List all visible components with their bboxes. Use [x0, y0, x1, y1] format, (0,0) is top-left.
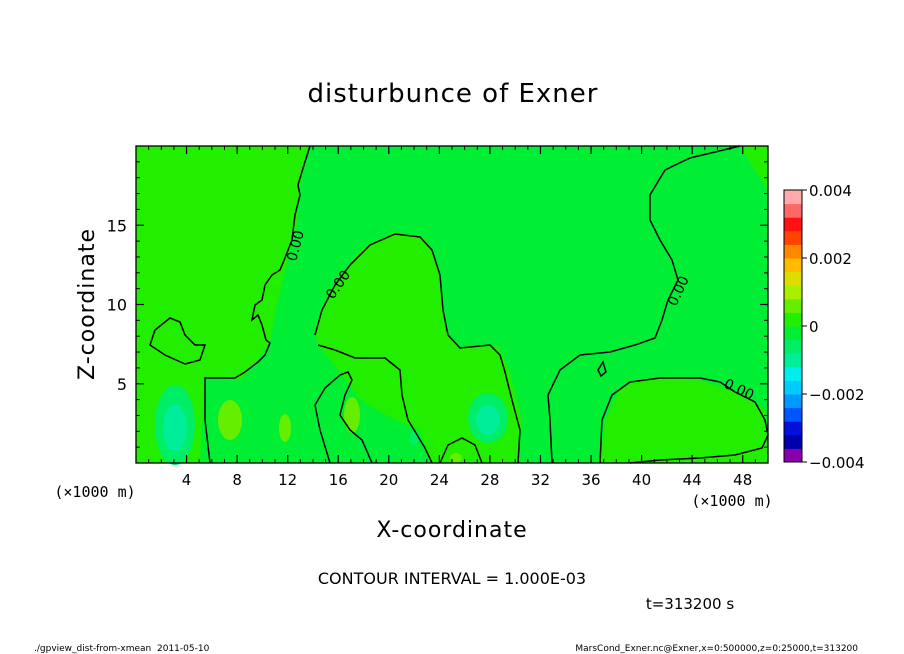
colorbar-segment	[784, 217, 802, 232]
x-tick-label: 28	[480, 471, 499, 489]
colorbar-segment	[784, 407, 802, 422]
blob-cyan-3	[410, 430, 418, 446]
colorbar-segment	[784, 339, 802, 354]
blob-cyan-1b	[163, 404, 187, 452]
x-tick-label: 48	[733, 471, 752, 489]
contour-line-small-loop	[597, 360, 607, 378]
contour-line-bottom-arch	[439, 437, 483, 464]
colorbar-ticks: 0.004 0.002 0 −0.002 −0.004	[802, 182, 865, 472]
colorbar-tick-label: −0.004	[809, 454, 865, 472]
colorbar-segment	[784, 326, 802, 341]
x-axis-ticks: 4 8 12 16 20 24 28 32 36 40 44 48	[148, 146, 756, 489]
chart-title: disturbunce of Exner	[308, 79, 599, 109]
field-region-center	[315, 232, 522, 463]
y-tick-label: 5	[117, 375, 127, 394]
colorbar-tick-label: 0.004	[809, 182, 852, 200]
footer-left: ./gpview_dist-from-xmean 2011-05-10	[34, 644, 210, 654]
colorbar-segment	[784, 380, 802, 395]
field-region-left	[136, 146, 310, 463]
colorbar	[783, 189, 803, 463]
field-region-right	[600, 377, 768, 463]
x-units-label: (×1000 m)	[691, 492, 772, 510]
colorbar-segment	[784, 298, 802, 313]
x-tick-label: 40	[632, 471, 651, 489]
contour-interval-text: CONTOUR INTERVAL = 1.000E-03	[318, 569, 586, 588]
contour-label-1: 0.00	[284, 229, 308, 263]
contour-line-right-loop	[599, 377, 769, 464]
x-axis-label: X-coordinate	[376, 518, 527, 543]
blob-yellow-4	[450, 453, 462, 463]
y-tick-label: 15	[107, 216, 127, 235]
z-units-label: (×1000 m)	[54, 483, 135, 501]
y-axis-ticks: 5 10 15	[107, 161, 768, 448]
colorbar-segment	[784, 190, 802, 205]
contour-line-right-vertical	[547, 145, 741, 464]
colorbar-tick-label: 0	[809, 318, 819, 336]
colorbar-segment	[784, 258, 802, 273]
field-region-top-right	[740, 146, 768, 190]
contour-line-left	[204, 145, 311, 464]
contour-line-inner	[317, 344, 433, 464]
colorbar-tick-label: 0.002	[809, 250, 852, 268]
x-tick-label: 4	[182, 471, 192, 489]
colorbar-segment	[784, 394, 802, 409]
colorbar-segment	[784, 230, 802, 245]
blob-yellow-1	[218, 400, 242, 440]
x-tick-label: 24	[430, 471, 449, 489]
footer-right: MarsCond_Exner.nc@Exner,x=0:500000,z=0:2…	[575, 644, 858, 654]
colorbar-segment	[784, 448, 802, 463]
y-tick-label: 10	[107, 296, 127, 315]
x-tick-label: 20	[379, 471, 398, 489]
blob-cyan-2b	[476, 405, 500, 435]
x-tick-label: 32	[531, 471, 550, 489]
colorbar-segment	[784, 203, 802, 218]
colorbar-segment	[784, 244, 802, 259]
contour-line-loop-left	[149, 317, 207, 365]
time-text: t=313200 s	[646, 595, 734, 613]
colorbar-segment	[784, 421, 802, 436]
x-tick-label: 12	[278, 471, 297, 489]
colorbar-segment	[784, 312, 802, 327]
colorbar-segment	[784, 434, 802, 449]
x-tick-label: 16	[329, 471, 348, 489]
y-axis-label: Z-coordinate	[75, 228, 100, 380]
contour-line-lower-loop	[314, 371, 373, 464]
blob-yellow-2	[279, 414, 291, 442]
x-tick-label: 44	[683, 471, 702, 489]
contour-line-center	[314, 233, 521, 464]
x-tick-label: 36	[581, 471, 600, 489]
x-tick-label: 8	[232, 471, 242, 489]
plot-area: 0.00 0.00 0.00 0.00	[135, 145, 769, 465]
blob-yellow-3	[344, 397, 360, 433]
colorbar-segment	[784, 353, 802, 368]
colorbar-segment	[784, 366, 802, 381]
colorbar-tick-label: −0.002	[809, 386, 865, 404]
colorbar-segment	[784, 271, 802, 286]
colorbar-segment	[784, 285, 802, 300]
